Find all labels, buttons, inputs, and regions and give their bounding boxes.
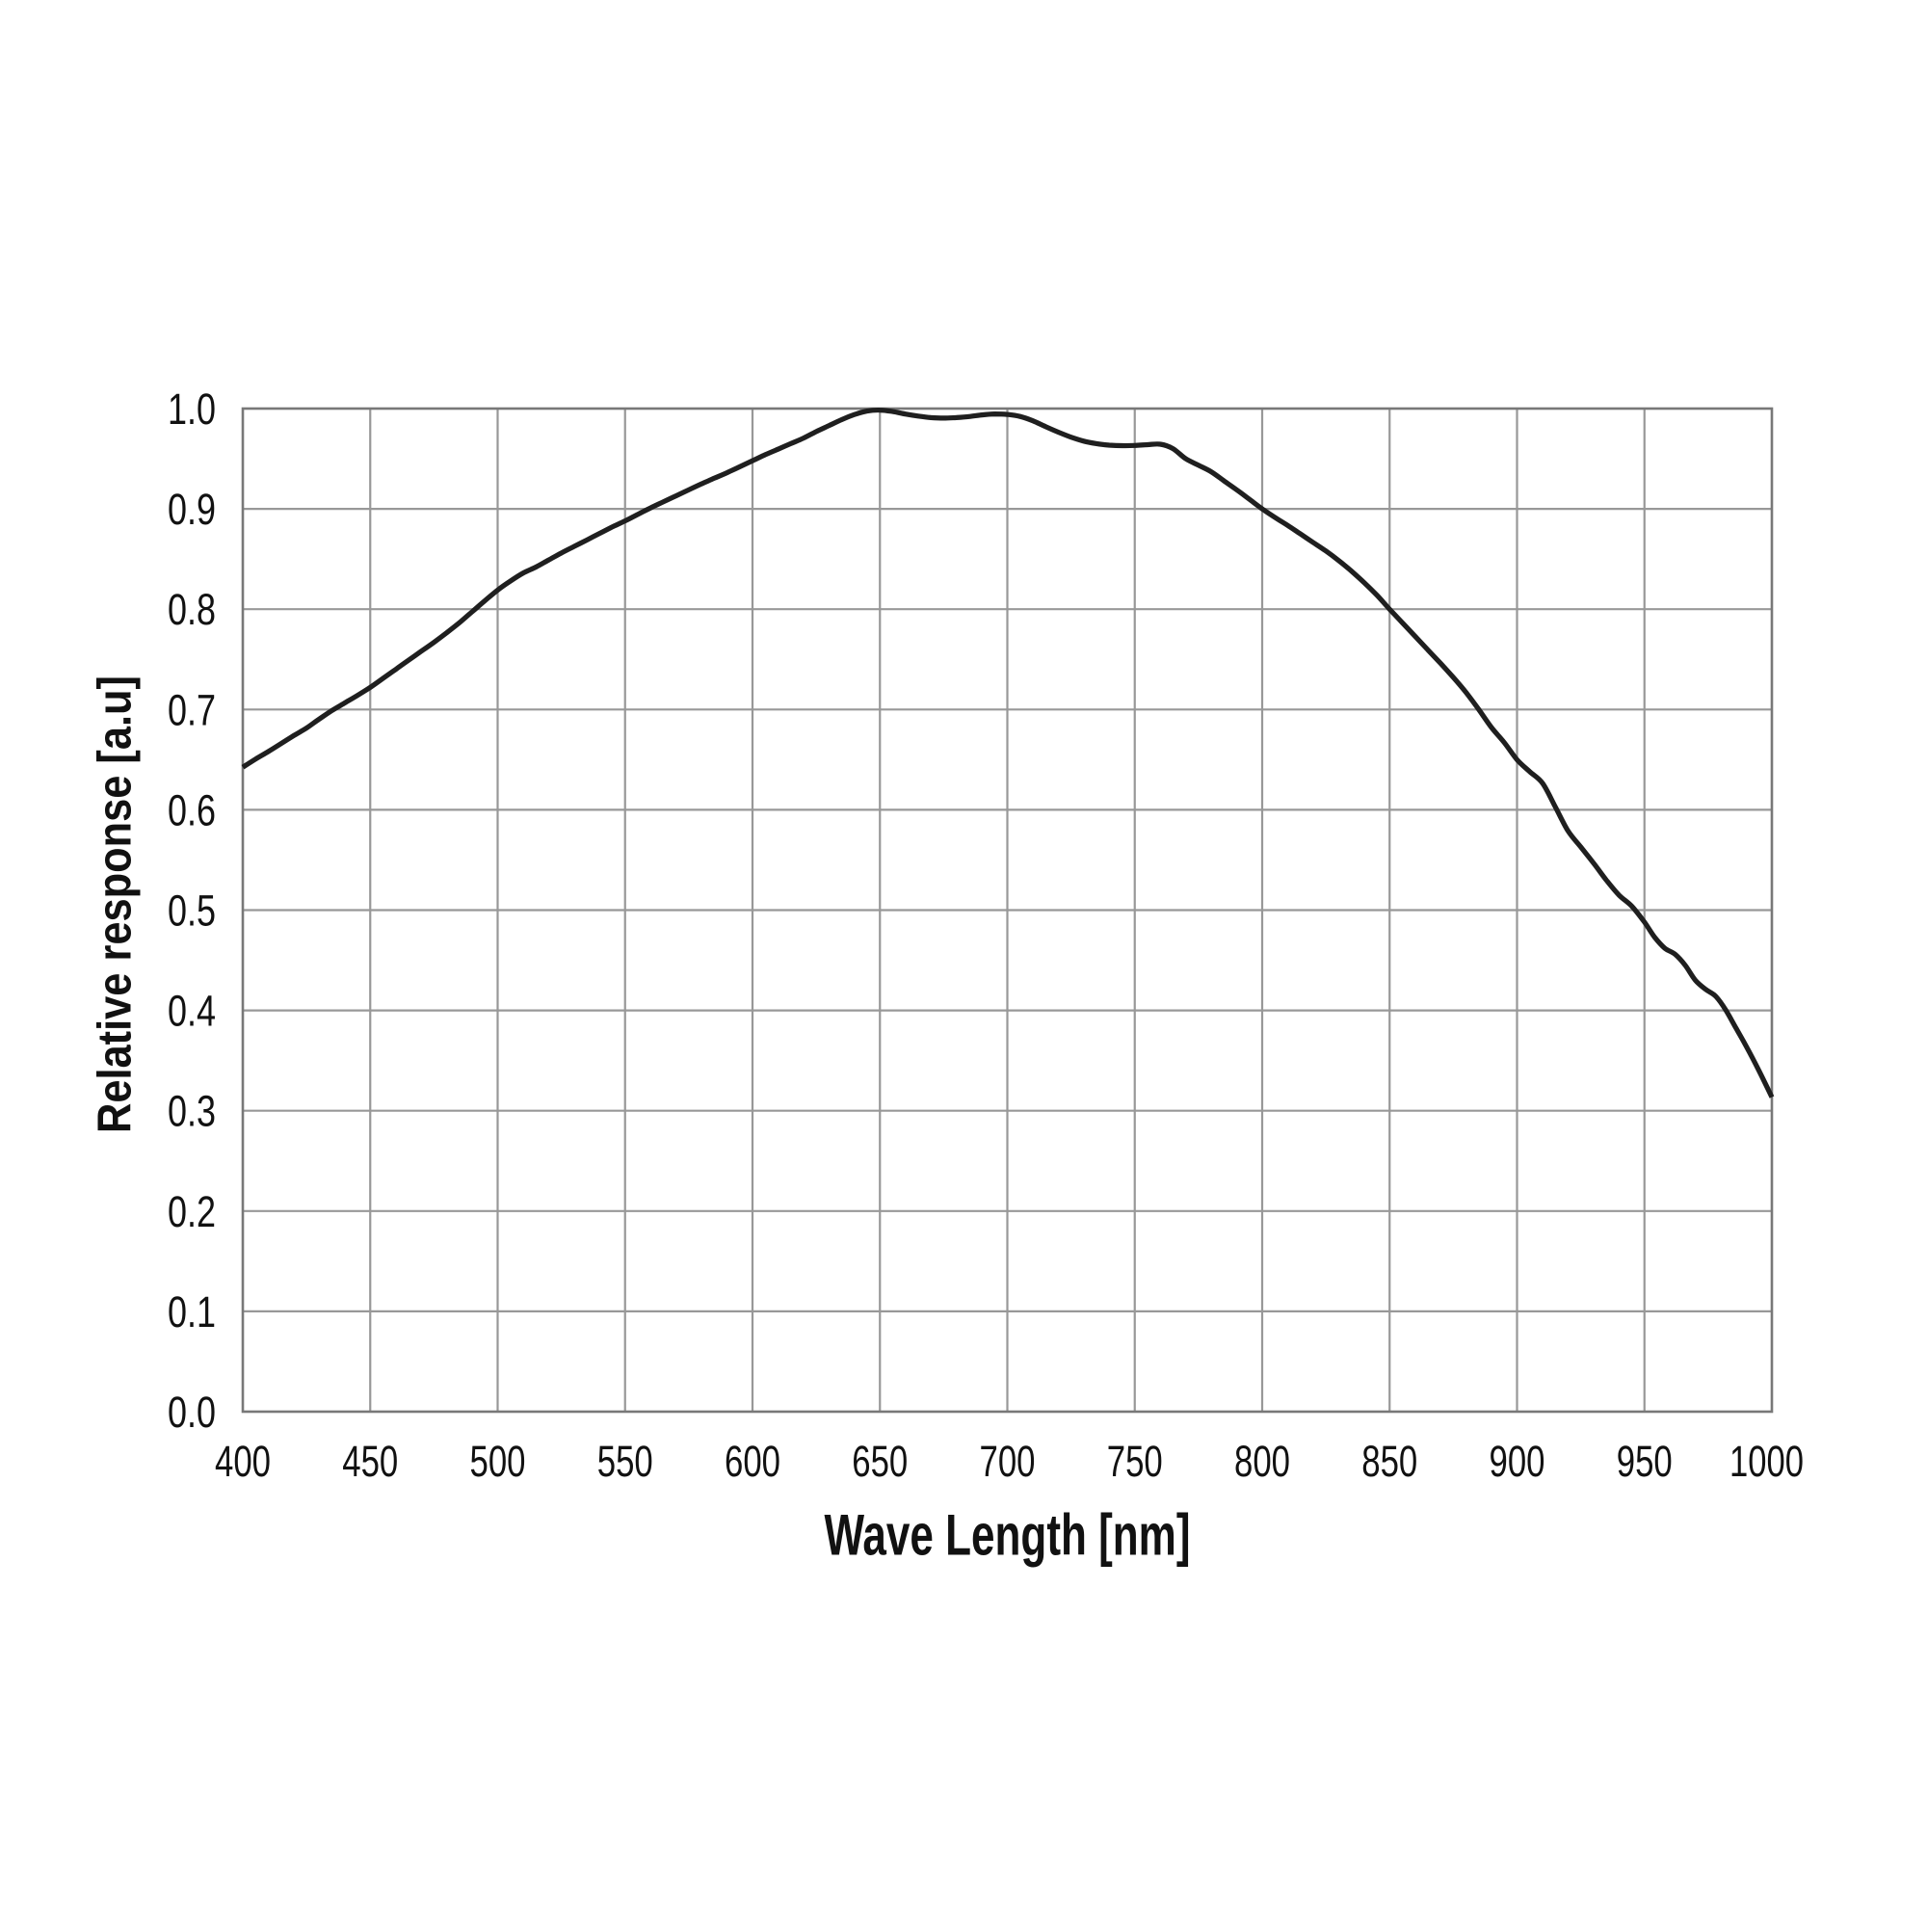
svg-text:0.7: 0.7 (168, 685, 216, 734)
svg-text:900: 900 (1490, 1437, 1545, 1486)
svg-text:500: 500 (470, 1437, 526, 1486)
svg-text:0.3: 0.3 (168, 1087, 216, 1136)
svg-text:1000: 1000 (1729, 1437, 1804, 1486)
svg-text:0.4: 0.4 (168, 987, 216, 1036)
svg-text:400: 400 (215, 1437, 271, 1486)
svg-text:700: 700 (980, 1437, 1036, 1486)
svg-text:850: 850 (1361, 1437, 1417, 1486)
svg-text:550: 550 (597, 1437, 653, 1486)
svg-text:0.5: 0.5 (168, 887, 216, 936)
svg-text:1.0: 1.0 (168, 384, 216, 434)
svg-text:0.2: 0.2 (168, 1187, 216, 1236)
svg-text:0.9: 0.9 (168, 485, 216, 534)
svg-text:0.0: 0.0 (168, 1388, 216, 1437)
svg-text:600: 600 (725, 1437, 780, 1486)
svg-text:750: 750 (1107, 1437, 1163, 1486)
svg-text:650: 650 (852, 1437, 908, 1486)
svg-text:800: 800 (1234, 1437, 1290, 1486)
svg-text:Relative response [a.u]: Relative response [a.u] (89, 675, 141, 1133)
svg-text:Wave Length [nm]: Wave Length [nm] (825, 1503, 1191, 1568)
svg-text:0.6: 0.6 (168, 785, 216, 834)
svg-text:0.8: 0.8 (168, 585, 216, 634)
svg-text:0.1: 0.1 (168, 1287, 216, 1337)
svg-text:950: 950 (1617, 1437, 1673, 1486)
svg-text:450: 450 (342, 1437, 398, 1486)
